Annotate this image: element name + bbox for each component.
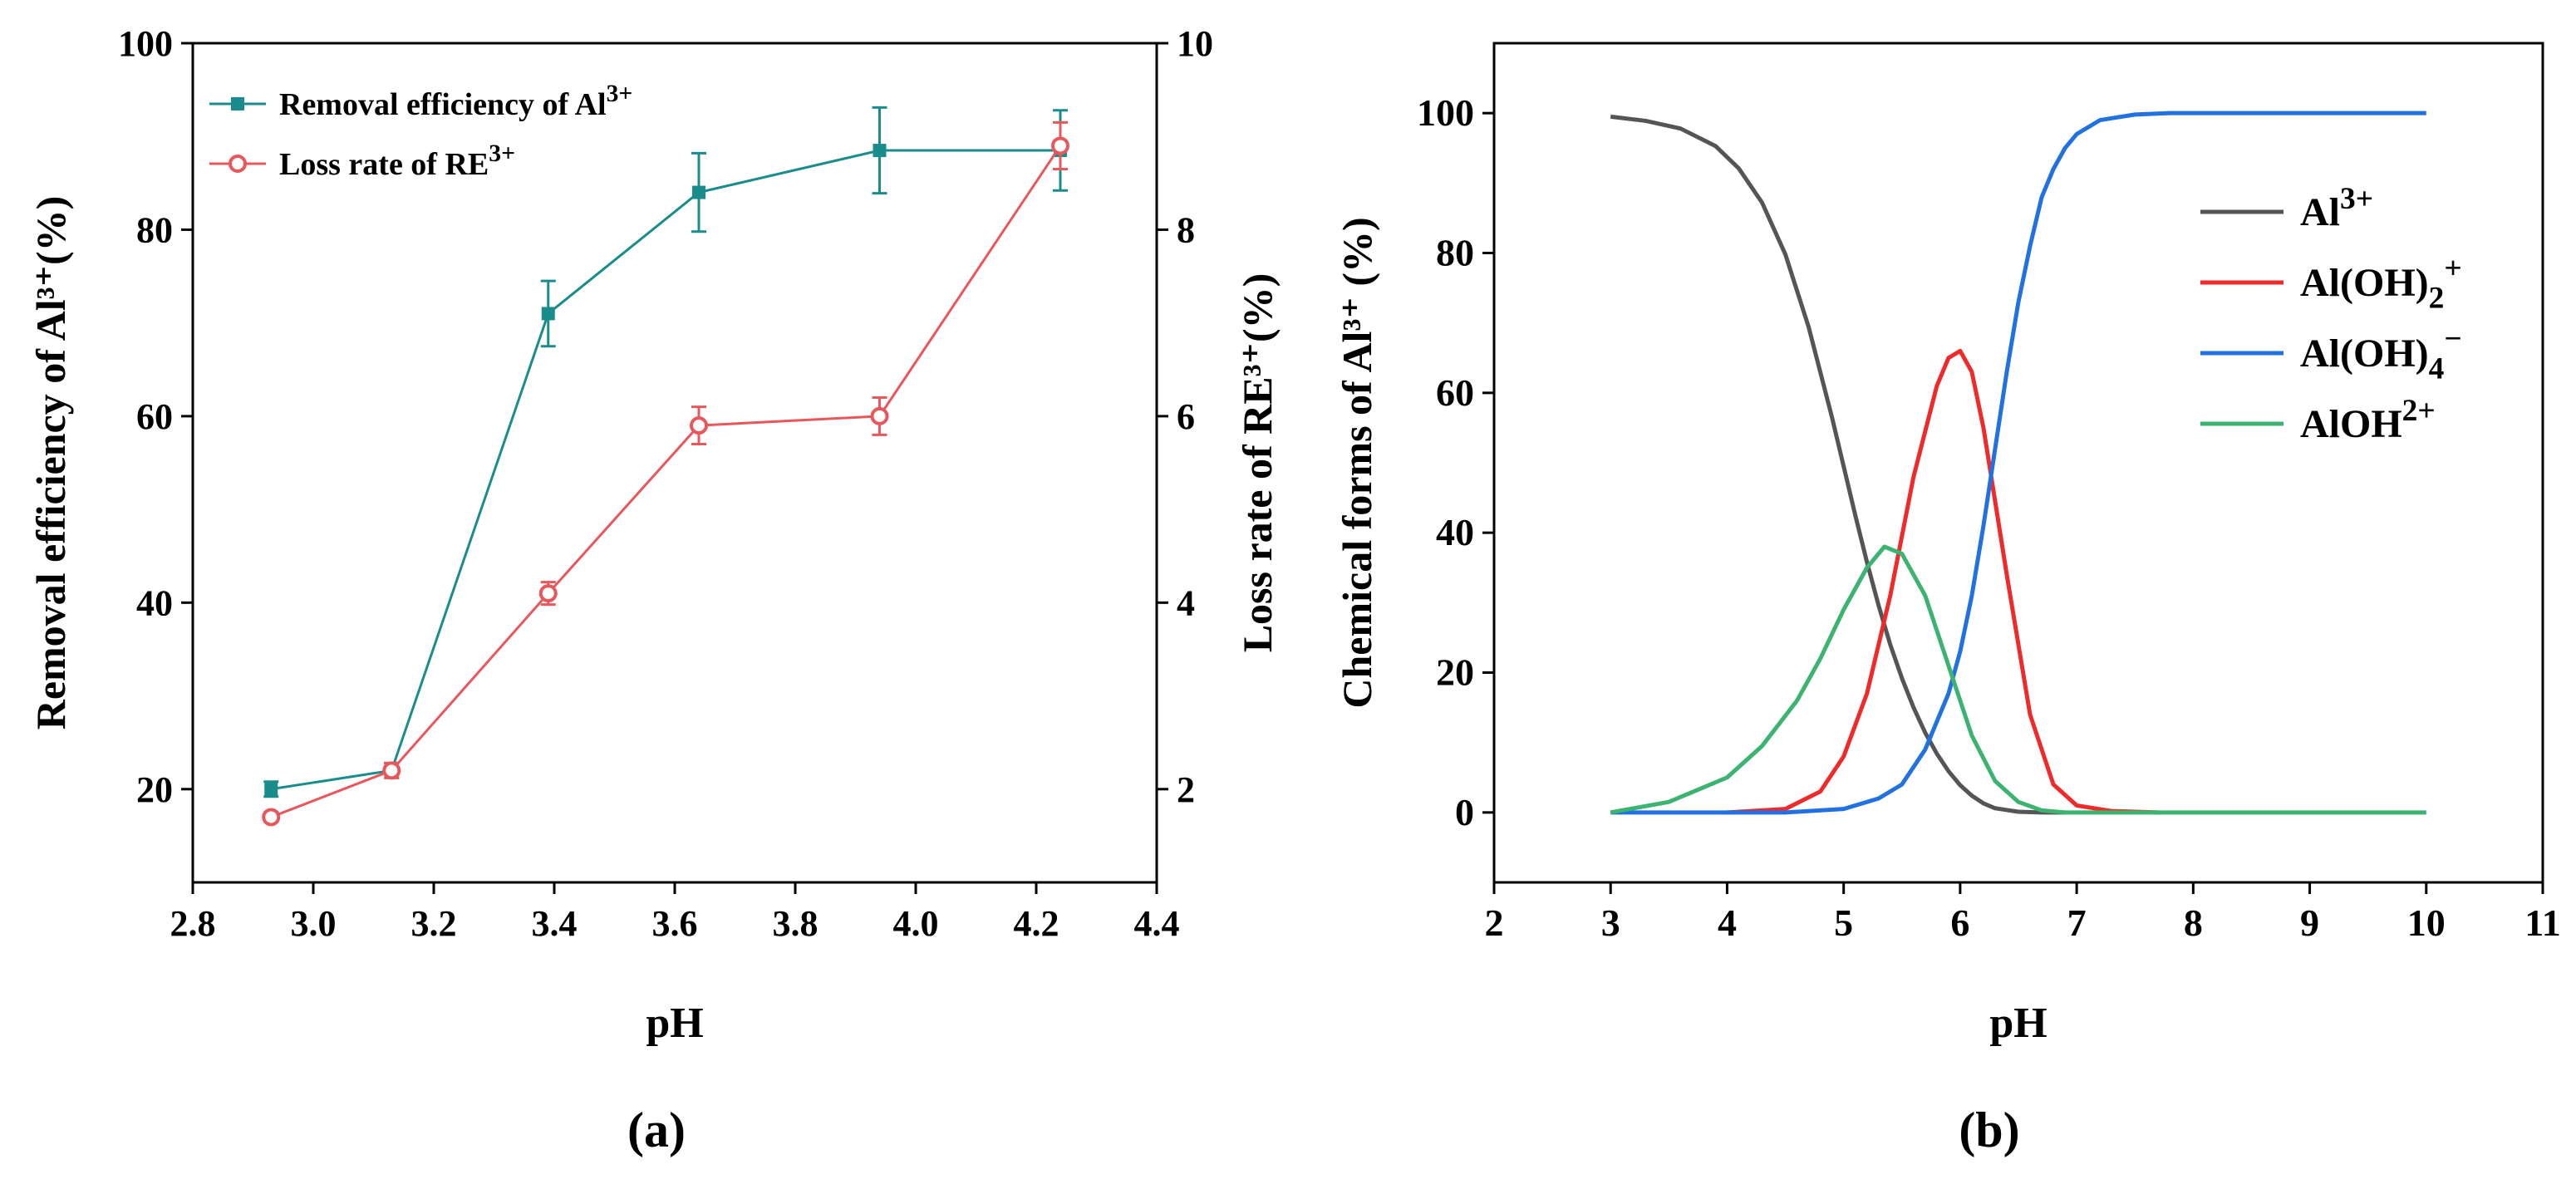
y-right-tick-label: 8	[1177, 209, 1195, 250]
series-line-2	[1610, 111, 2426, 815]
panel-b-y-axis-label: Chemical forms of Al³⁺ (%)	[1334, 217, 1380, 708]
y-right-tick-label: 4	[1177, 582, 1195, 623]
panel-b-x-axis: 2 3 4 5 6 7 8 9 10 11	[1485, 882, 2561, 944]
panel-a-right-y-axis: 2 4 6 8 10	[1157, 23, 1213, 810]
panel-b-legend: Al3+Al(OH)2+Al(OH)4−AlOH2+	[2200, 182, 2462, 446]
x-tick-label: 3.0	[291, 903, 337, 944]
data-point	[873, 144, 887, 158]
data-point	[264, 782, 278, 796]
legend-label-2: Al(OH)4−	[2300, 322, 2462, 386]
legend-label-3: AlOH2+	[2300, 394, 2436, 446]
panel-a: 2.8 3.0 3.2 3.4 3.6 3.8 4.0 4.2 4.4 20406080100 …	[27, 23, 1281, 1157]
series-line-0	[1610, 114, 2066, 815]
legend-label-2-text: Al(OH)	[2300, 332, 2429, 376]
legend-label-0-text: Al	[2300, 190, 2340, 234]
panel-b: 2 3 4 5 6 7 8 9 10 11 0 20 40 60 80 100 pH Chemical fo…	[1334, 42, 2561, 1157]
x-tick-label: 5	[1834, 901, 1853, 944]
x-tick-label: 7	[2067, 901, 2087, 944]
y-right-tick-label: 6	[1177, 396, 1195, 437]
x-tick-label: 4	[1718, 901, 1737, 944]
y-left-tick-label: 60	[136, 396, 173, 437]
series-line-1	[1727, 348, 2159, 815]
legend-label-0-superscript: 3+	[2340, 182, 2373, 216]
y-tick-label: 0	[1455, 791, 1474, 833]
y-left-tick-label: 100	[118, 23, 173, 64]
panel-b-label: (b)	[1959, 1103, 2019, 1157]
data-point	[692, 185, 705, 199]
y-tick-label: 80	[1436, 232, 1474, 274]
y-tick-label: 40	[1436, 511, 1474, 553]
legend-label-1: Loss rate of RE3+	[279, 140, 515, 182]
y-tick-label: 20	[1436, 651, 1474, 694]
panel-a-x-axis: 2.8 3.0 3.2 3.4 3.6 3.8 4.0 4.2 4.4	[170, 882, 1180, 944]
data-point	[541, 307, 555, 321]
data-point	[690, 416, 708, 435]
panel-b-y-axis: 0 20 40 60 80 100	[1417, 91, 1494, 833]
data-point	[262, 808, 281, 827]
panel-a-legend: Removal efficiency of Al3+Loss rate of R…	[209, 81, 632, 182]
legend-label-0-superscript: 3+	[607, 81, 633, 107]
x-tick-label: 11	[2524, 901, 2560, 944]
y-tick-label: 60	[1436, 371, 1474, 414]
legend-label-2-subscript: 4	[2429, 351, 2445, 386]
legend-label-1-text: Al(OH)	[2300, 261, 2429, 305]
x-tick-label: 3.8	[773, 903, 819, 944]
y-left-tick-label: 80	[136, 209, 173, 250]
y-tick-label: 100	[1417, 91, 1474, 134]
legend-marker	[231, 97, 244, 111]
panel-a-left-y-axis: 20 40 60 80 100	[118, 23, 193, 810]
data-point	[1051, 136, 1069, 155]
x-tick-label: 4.4	[1134, 903, 1180, 944]
y-right-tick-label: 2	[1177, 769, 1195, 810]
x-tick-label: 8	[2184, 901, 2203, 944]
data-point	[870, 406, 889, 425]
data-point	[382, 761, 401, 780]
x-tick-label: 4.2	[1014, 903, 1059, 944]
legend-label-0-text: Removal efficiency of Al	[279, 87, 607, 122]
x-tick-label: 9	[2300, 901, 2319, 944]
x-tick-label: 4.0	[893, 903, 939, 944]
series-line-0	[271, 149, 1060, 791]
panel-a-label: (a)	[627, 1103, 686, 1157]
y-right-tick-label: 10	[1177, 23, 1213, 64]
legend-label-0: Removal efficiency of Al3+	[279, 81, 632, 122]
x-tick-label: 2	[1485, 901, 1504, 944]
legend-label-1-superscript: +	[2444, 251, 2461, 285]
panel-b-plot-frame	[1492, 42, 2544, 884]
series-line-1	[270, 145, 1062, 818]
x-tick-label: 3.6	[652, 903, 698, 944]
legend-label-3-superscript: 2+	[2402, 394, 2436, 428]
panel-a-right-y-axis-label: Loss rate of RE³⁺(%)	[1234, 273, 1281, 653]
x-tick-label: 2.8	[170, 903, 216, 944]
panel-b-series	[1610, 111, 2426, 815]
series-line-3	[1610, 544, 2426, 815]
legend-label-1: Al(OH)2+	[2300, 251, 2462, 315]
x-tick-label: 10	[2407, 901, 2446, 944]
x-tick-label: 6	[1950, 901, 1969, 944]
panel-a-series	[262, 106, 1069, 827]
data-point	[538, 584, 558, 603]
legend-label-3-text: AlOH	[2300, 402, 2402, 446]
legend-label-1-text: Loss rate of RE	[279, 147, 489, 182]
panel-a-x-axis-label: pH	[646, 1000, 703, 1047]
legend-label-1-subscript: 2	[2429, 281, 2445, 315]
y-left-tick-label: 40	[136, 582, 173, 623]
y-left-tick-label: 20	[136, 769, 173, 810]
legend-label-0: Al3+	[2300, 182, 2373, 234]
legend-label-1-superscript: 3+	[489, 140, 515, 167]
panel-b-x-axis-label: pH	[1989, 1000, 2047, 1047]
x-tick-label: 3.2	[411, 903, 457, 944]
x-tick-label: 3	[1601, 901, 1620, 944]
x-tick-label: 3.4	[532, 903, 578, 944]
legend-marker	[229, 155, 247, 173]
panel-a-left-y-axis-label: Removal efficiency of Al³⁺(%)	[27, 196, 74, 730]
legend-label-2-superscript: −	[2444, 322, 2461, 356]
